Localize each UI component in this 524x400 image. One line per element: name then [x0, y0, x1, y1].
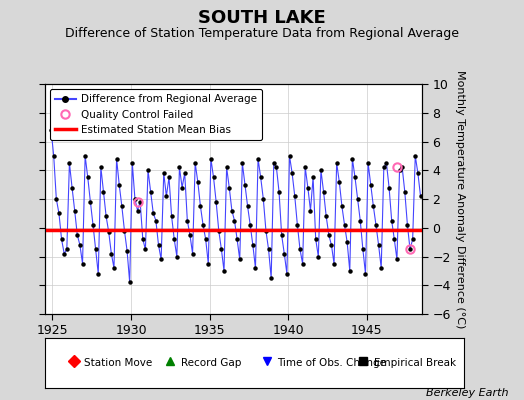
- Text: Record Gap: Record Gap: [181, 358, 241, 368]
- Text: Station Move: Station Move: [84, 358, 152, 368]
- Text: Empirical Break: Empirical Break: [374, 358, 456, 368]
- Text: Berkeley Earth: Berkeley Earth: [426, 388, 508, 398]
- Text: Difference of Station Temperature Data from Regional Average: Difference of Station Temperature Data f…: [65, 28, 459, 40]
- Text: Time of Obs. Change: Time of Obs. Change: [277, 358, 386, 368]
- Y-axis label: Monthly Temperature Anomaly Difference (°C): Monthly Temperature Anomaly Difference (…: [454, 70, 464, 328]
- Legend: Difference from Regional Average, Quality Control Failed, Estimated Station Mean: Difference from Regional Average, Qualit…: [50, 89, 262, 140]
- Text: SOUTH LAKE: SOUTH LAKE: [198, 9, 326, 27]
